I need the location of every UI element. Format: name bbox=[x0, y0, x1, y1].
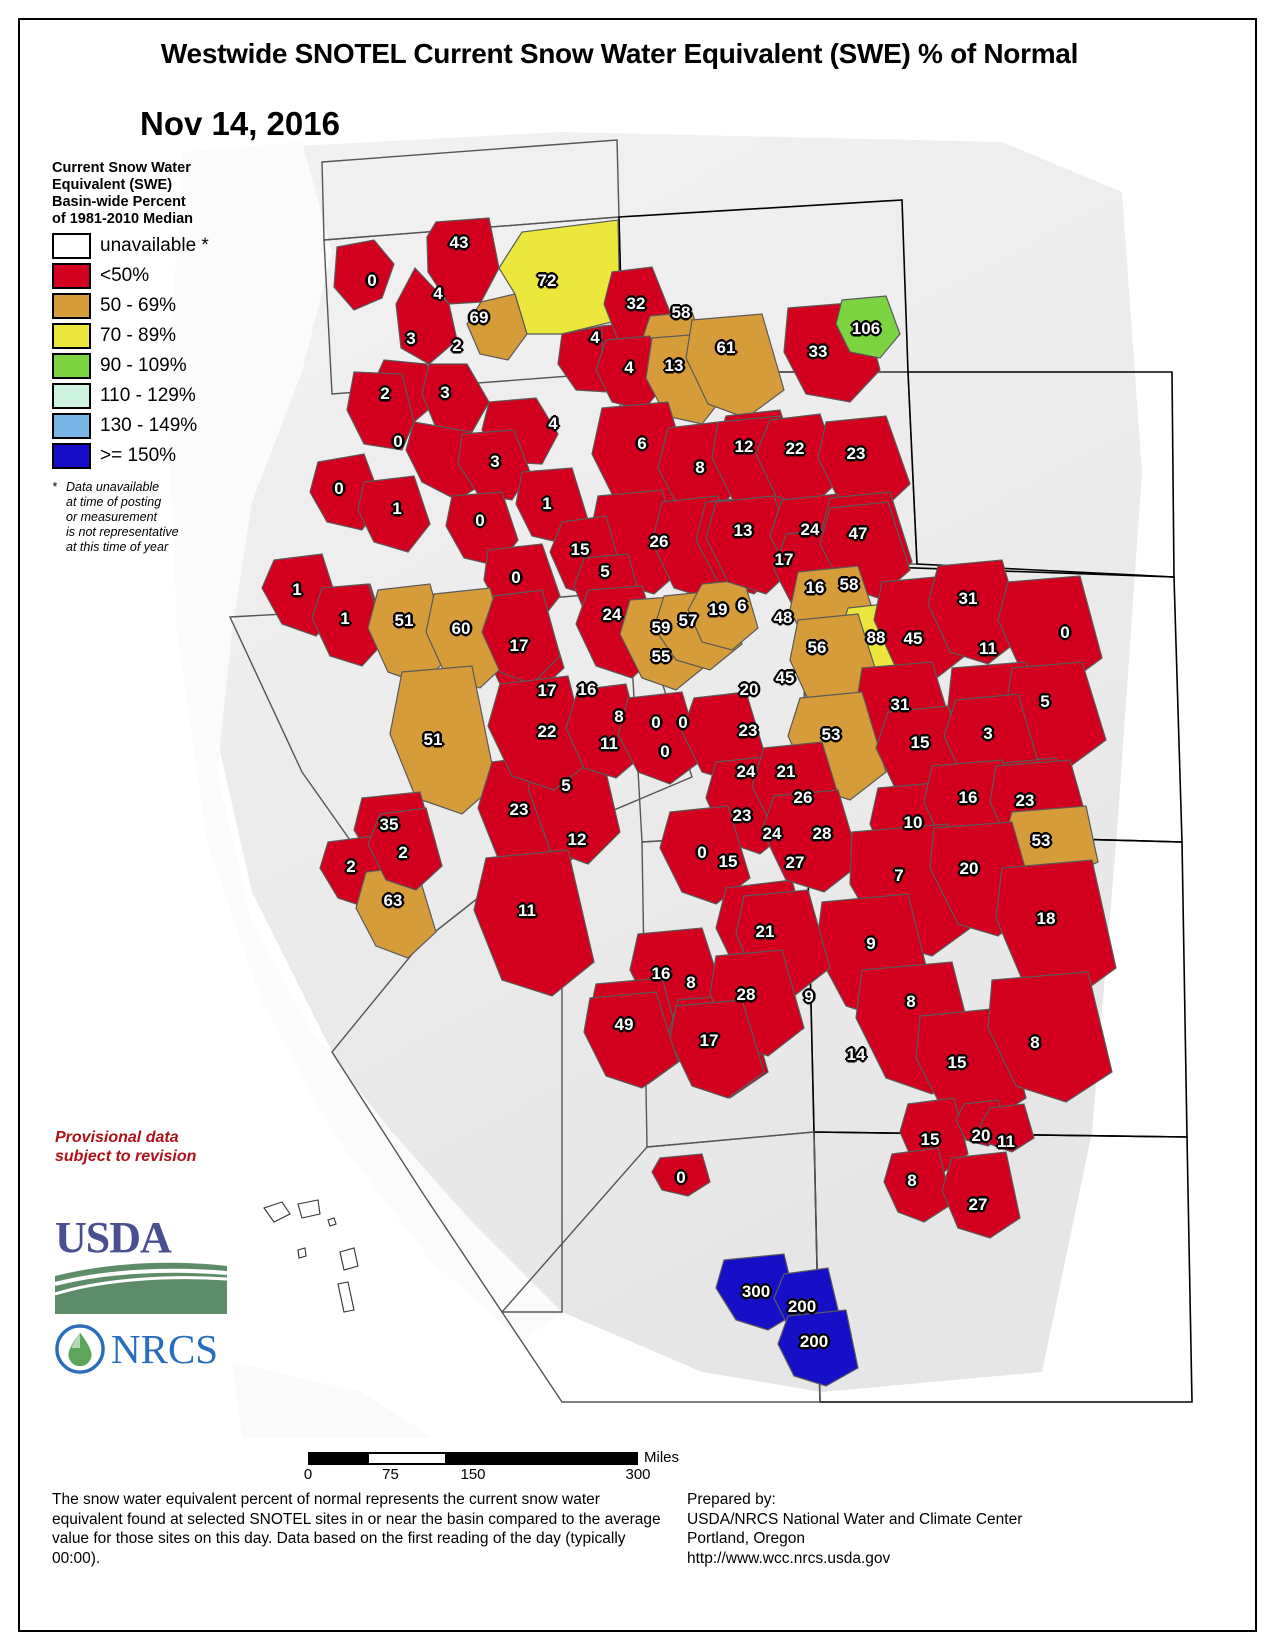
legend-row: 50 - 69% bbox=[52, 291, 302, 321]
legend-label: 70 - 89% bbox=[100, 325, 177, 346]
legend-label: 130 - 149% bbox=[100, 415, 198, 436]
legend-row: <50% bbox=[52, 261, 302, 291]
scale-bar-labels: 0 75 150 300 bbox=[304, 1466, 651, 1485]
legend-swatch bbox=[52, 353, 91, 379]
legend-heading: Current Snow Water Equivalent (SWE) Basi… bbox=[52, 160, 302, 228]
legend-row: unavailable * bbox=[52, 231, 302, 261]
scale-bar-graphic bbox=[308, 1452, 638, 1465]
footnote-line-2: at time of posting bbox=[66, 495, 162, 509]
legend-row: 70 - 89% bbox=[52, 321, 302, 351]
legend-row: 110 - 129% bbox=[52, 381, 302, 411]
nrcs-wordmark: NRCS bbox=[111, 1325, 219, 1372]
map-canvas[interactable]: 43 0 4 72 69 32 58 106 3 2 4 61 33 4 13 2 3 4 6 12 22 23 0 3 8 0 1… bbox=[2, 72, 1237, 1442]
footnote-line-4: is not representative bbox=[66, 525, 179, 539]
prepared-by-line-3: Portland, Oregon bbox=[687, 1530, 806, 1547]
footnote-line-5: at this time of year bbox=[66, 540, 169, 554]
map-date: Nov 14, 2016 bbox=[140, 105, 340, 142]
coast-islands bbox=[263, 1199, 359, 1313]
legend-row: 90 - 109% bbox=[52, 351, 302, 381]
legend-row: 130 - 149% bbox=[52, 411, 302, 441]
provisional-line-2: subject to revision bbox=[55, 1148, 197, 1165]
legend-label: 90 - 109% bbox=[100, 355, 187, 376]
footnote-line-1: Data unavailable bbox=[66, 480, 160, 494]
legend: Current Snow Water Equivalent (SWE) Basi… bbox=[52, 160, 302, 555]
footnote-line-3: or measurement bbox=[66, 510, 158, 524]
legend-footnote: * Data unavailable at time of posting or … bbox=[52, 480, 302, 555]
legend-heading-line-2: Equivalent (SWE) bbox=[52, 177, 173, 193]
scale-tick-0: 0 bbox=[303, 1466, 313, 1483]
legend-label: unavailable * bbox=[100, 235, 209, 256]
legend-swatch bbox=[52, 233, 91, 259]
legend-heading-line-3: Basin-wide Percent bbox=[52, 194, 186, 210]
scale-tick-75: 75 bbox=[382, 1466, 399, 1483]
legend-swatch bbox=[52, 323, 91, 349]
legend-items: unavailable * <50% 50 - 69% 70 - 89% 90 - 10… bbox=[52, 231, 302, 471]
provisional-line-1: Provisional data bbox=[55, 1129, 179, 1146]
methodology-text: The snow water equivalent percent of nor… bbox=[52, 1491, 661, 1567]
legend-label: 110 - 129% bbox=[100, 385, 196, 406]
footnote-star: * bbox=[52, 480, 57, 494]
scale-tick-300: 300 bbox=[625, 1466, 651, 1483]
page-title: Westwide SNOTEL Current Snow Water Equiv… bbox=[160, 38, 1079, 69]
scale-unit-label: Miles bbox=[644, 1449, 680, 1466]
map-svg bbox=[167, 132, 1193, 1437]
legend-swatch bbox=[52, 263, 91, 289]
provisional-notice: Provisional data subject to revision bbox=[55, 1128, 196, 1166]
prepared-by-line-1: Prepared by: bbox=[687, 1491, 776, 1508]
nrcs-logo: NRCS bbox=[55, 1324, 285, 1374]
page-border bbox=[18, 18, 1257, 1632]
prepared-by-url[interactable]: http://www.wcc.nrcs.usda.gov bbox=[687, 1549, 891, 1567]
legend-label: 50 - 69% bbox=[100, 295, 177, 316]
scale-bar: 0 75 150 300 Miles bbox=[304, 1449, 679, 1485]
legend-heading-line-4: of 1981-2010 Median bbox=[52, 211, 194, 227]
basin-polygons bbox=[261, 217, 1117, 1387]
usda-field-icon bbox=[55, 1262, 227, 1314]
legend-heading-line-1: Current Snow Water bbox=[52, 160, 191, 176]
prepared-by-block: Prepared by: USDA/NRCS National Water an… bbox=[687, 1490, 1207, 1568]
legend-swatch bbox=[52, 413, 91, 439]
legend-label: <50% bbox=[100, 265, 150, 286]
usda-wordmark: USDA bbox=[55, 1213, 172, 1262]
usda-logo: USDA bbox=[55, 1213, 230, 1314]
nrcs-water-drop-icon bbox=[55, 1324, 105, 1374]
legend-swatch bbox=[52, 383, 91, 409]
agency-logo: USDA NRCS bbox=[55, 1213, 285, 1374]
prepared-by-line-2: USDA/NRCS National Water and Climate Cen… bbox=[687, 1510, 1023, 1528]
scale-tick-150: 150 bbox=[460, 1466, 486, 1483]
usda-field-graphic bbox=[55, 1260, 227, 1314]
scale-bar-segment-light bbox=[369, 1454, 446, 1463]
legend-row: >= 150% bbox=[52, 441, 302, 471]
legend-swatch bbox=[52, 293, 91, 319]
legend-label: >= 150% bbox=[100, 445, 177, 466]
legend-swatch bbox=[52, 443, 91, 469]
